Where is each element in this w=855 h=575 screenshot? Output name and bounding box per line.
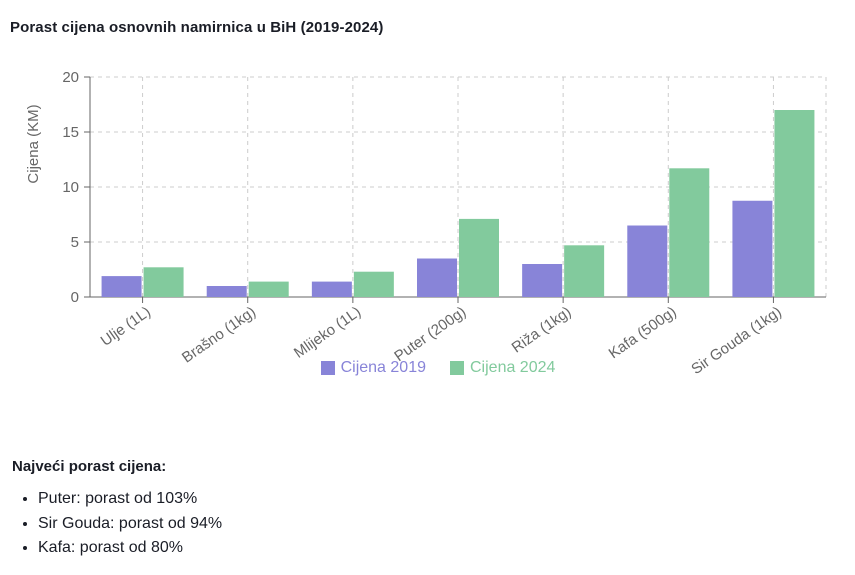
- x-category-label: Kafa (500g): [606, 303, 680, 362]
- bar-cijena-2024-mlijeko-1l[interactable]: [353, 271, 394, 297]
- chart-title: Porast cijena osnovnih namirnica u BiH (…: [10, 19, 384, 36]
- bar-cijena-2024-bra-no-1kg[interactable]: [248, 281, 289, 297]
- legend-swatch-icon: [320, 361, 335, 375]
- bar-cijena-2024-ri-a-1kg[interactable]: [564, 245, 605, 297]
- x-category-label: Brašno (1kg): [179, 303, 259, 366]
- summary-item: Puter: porast od 103%: [38, 487, 222, 512]
- x-category-label: Riža (1kg): [509, 303, 575, 356]
- x-category-label: Sir Gouda (1kg): [688, 303, 784, 378]
- legend-swatch-icon: [450, 361, 464, 375]
- bar-cijena-2019-kafa-500g[interactable]: [627, 225, 668, 298]
- summary-section: Najveći porast cijena: Puter: porast od …: [12, 458, 222, 561]
- legend-item-cijena-2019: Cijena 2019: [320, 359, 426, 377]
- chart-legend: Cijena 2019 Cijena 2024: [70, 359, 806, 377]
- price-bar-chart: Cijena 2019 Cijena 2024 0 5 10 15 20 Cijena (K…: [25, 69, 827, 378]
- bar-cijena-2019-mlijeko-1l[interactable]: [311, 281, 352, 297]
- y-tick-label: 10: [62, 179, 79, 196]
- bar-cijena-2019-ri-a-1kg[interactable]: [522, 264, 563, 297]
- summary-heading: Najveći porast cijena:: [12, 458, 167, 475]
- x-category-label: Mlijeko (1L): [291, 303, 364, 361]
- bar-cijena-2019-puter-200g[interactable]: [417, 258, 457, 298]
- x-category-label: Ulje (1L): [98, 303, 154, 349]
- bar-cijena-2024-kafa-500g[interactable]: [669, 168, 710, 297]
- y-tick-label: 15: [62, 124, 79, 141]
- bar-cijena-2024-ulje-1l[interactable]: [143, 267, 184, 297]
- legend-label: Cijena 2019: [340, 359, 426, 376]
- bar-cijena-2019-bra-no-1kg[interactable]: [206, 286, 247, 297]
- bar-cijena-2019-ulje-1l[interactable]: [101, 276, 142, 297]
- y-axis-title: Cijena (KM): [25, 104, 42, 183]
- legend-item-cijena-2024: Cijena 2024: [450, 359, 555, 377]
- summary-item: Kafa: porast od 80%: [38, 536, 222, 561]
- summary-item: Sir Gouda: porast od 94%: [38, 512, 222, 537]
- x-category-label: Puter (200g): [391, 303, 469, 365]
- chart-canvas: 0 5 10 15 20 Cijena (KM) Ulje (1L) Brašno (1kg)…: [25, 69, 827, 378]
- y-tick-label: 20: [62, 69, 79, 86]
- summary-list: Puter: porast od 103%Sir Gouda: porast o…: [12, 487, 222, 561]
- y-tick-label: 0: [71, 289, 79, 306]
- bar-cijena-2019-sir-gouda-1kg[interactable]: [732, 200, 773, 297]
- bar-cijena-2024-sir-gouda-1kg[interactable]: [774, 110, 815, 297]
- bar-cijena-2024-puter-200g[interactable]: [459, 218, 499, 297]
- legend-label: Cijena 2024: [470, 359, 556, 376]
- y-tick-label: 5: [71, 234, 79, 251]
